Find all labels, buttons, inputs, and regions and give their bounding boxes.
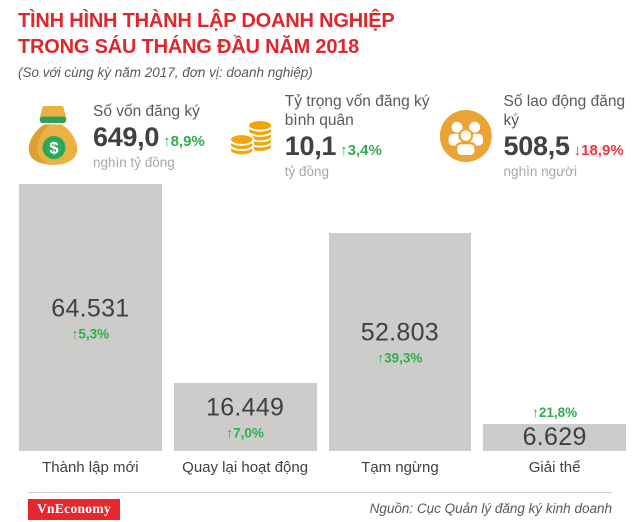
header: TÌNH HÌNH THÀNH LẬP DOANH NGHIỆP TRONG S…	[18, 8, 395, 80]
bar-value-label: 6.629	[522, 423, 587, 451]
money-bag-icon: $	[28, 105, 78, 165]
coin-stack-icon	[228, 118, 273, 156]
category-labels: Thành lập mới Quay lại hoạt động Tạm ngừng…	[19, 459, 626, 476]
bar-slot: 52.803 ↑39,3%	[328, 184, 472, 451]
bar-value-label: 64.531	[51, 294, 130, 322]
stat-change: ↑3,4%	[340, 142, 382, 159]
stat-registered-labor: Số lao động đăng ký 508,5 ↓18,9% nghìn n…	[439, 92, 630, 179]
svg-text:$: $	[49, 139, 58, 157]
stats-row: $ Số vốn đăng ký 649,0 ↑8,9% nghìn tỷ đồ…	[0, 92, 640, 179]
stat-registered-capital: $ Số vốn đăng ký 649,0 ↑8,9% nghìn tỷ đồ…	[24, 92, 229, 179]
down-arrow-icon: ↓	[573, 142, 582, 159]
subtitle: (So với cùng kỳ năm 2017, đơn vị: doanh …	[18, 65, 313, 80]
bar-value-label: 52.803	[360, 318, 439, 347]
bar-2: 16.449 ↑7,0%	[173, 383, 317, 451]
page-title: TÌNH HÌNH THÀNH LẬP DOANH NGHIỆP TRONG S…	[18, 8, 395, 60]
stat-text: Số vốn đăng ký 649,0 ↑8,9% nghìn tỷ đồng	[93, 102, 205, 170]
bar-chart: 64.531 ↑5,3% 16.449 ↑7,0% 52.803 ↑39,3% ↑21,8%…	[19, 184, 626, 451]
stat-unit: nghìn người	[503, 164, 577, 179]
bar-label-group: 64.531 ↑5,3%	[19, 294, 162, 341]
title-line-2: TRONG SÁU THÁNG ĐẦU NĂM 2018	[18, 36, 360, 58]
stat-value: 10,1	[284, 131, 337, 161]
bar-slot: ↑21,8% 6.629	[483, 184, 626, 451]
category-label: Tạm ngừng	[361, 459, 439, 476]
bar-change-label: ↑21,8%	[532, 405, 578, 420]
vneconomy-logo: VnEconomy	[28, 499, 120, 520]
bar-change-label: ↑39,3%	[377, 350, 423, 366]
bar-label-group: 52.803 ↑39,3%	[329, 319, 472, 366]
category-label: Thành lập mới	[42, 459, 139, 476]
stat-value-row: 10,1 ↑3,4%	[285, 131, 439, 162]
stat-unit: nghìn tỷ đồng	[93, 154, 175, 170]
bar-value-label: 16.449	[205, 393, 285, 422]
stat-change: ↑8,9%	[163, 132, 205, 150]
bar-change-label: ↑5,3%	[71, 326, 110, 341]
stat-value: 649,0	[93, 121, 160, 152]
bar-slot: 64.531 ↑5,3%	[19, 184, 162, 451]
stat-value-row: 508,5 ↓18,9%	[504, 131, 630, 162]
bar-3: 52.803 ↑39,3%	[328, 233, 472, 451]
category-label: Giải thể	[528, 459, 581, 476]
stat-average-capital: Tỷ trọng vốn đăng ký bình quân 10,1 ↑3,4…	[228, 92, 439, 179]
stat-value-row: 649,0 ↑8,9%	[93, 122, 205, 153]
bar-4: 6.629	[483, 424, 626, 451]
stat-unit: tỷ đồng	[284, 164, 330, 179]
source-credit: Nguồn: Cục Quản lý đăng ký kinh doanh	[369, 501, 612, 516]
title-line-1: TÌNH HÌNH THÀNH LẬP DOANH NGHIỆP	[18, 10, 395, 32]
stat-label: Số lao động đăng ký	[503, 93, 626, 129]
bar-change-label: ↑7,0%	[226, 425, 264, 441]
bar-slot: 16.449 ↑7,0%	[173, 184, 317, 451]
up-arrow-icon: ↑	[340, 142, 348, 159]
up-arrow-icon: ↑	[163, 132, 171, 150]
stat-label: Số vốn đăng ký	[93, 102, 200, 120]
bar-1: 64.531 ↑5,3%	[19, 184, 162, 451]
stat-label: Tỷ trọng vốn đăng ký bình quân	[284, 93, 430, 129]
stat-change: ↓18,9%	[573, 142, 624, 159]
bar-label-group: 16.449 ↑7,0%	[174, 394, 317, 441]
stat-value: 508,5	[503, 131, 570, 161]
stat-text: Số lao động đăng ký 508,5 ↓18,9% nghìn n…	[504, 92, 630, 179]
footer-divider	[28, 492, 612, 493]
category-label: Quay lại hoạt động	[182, 459, 309, 476]
stat-text: Tỷ trọng vốn đăng ký bình quân 10,1 ↑3,4…	[285, 92, 439, 179]
people-group-icon	[439, 109, 492, 162]
